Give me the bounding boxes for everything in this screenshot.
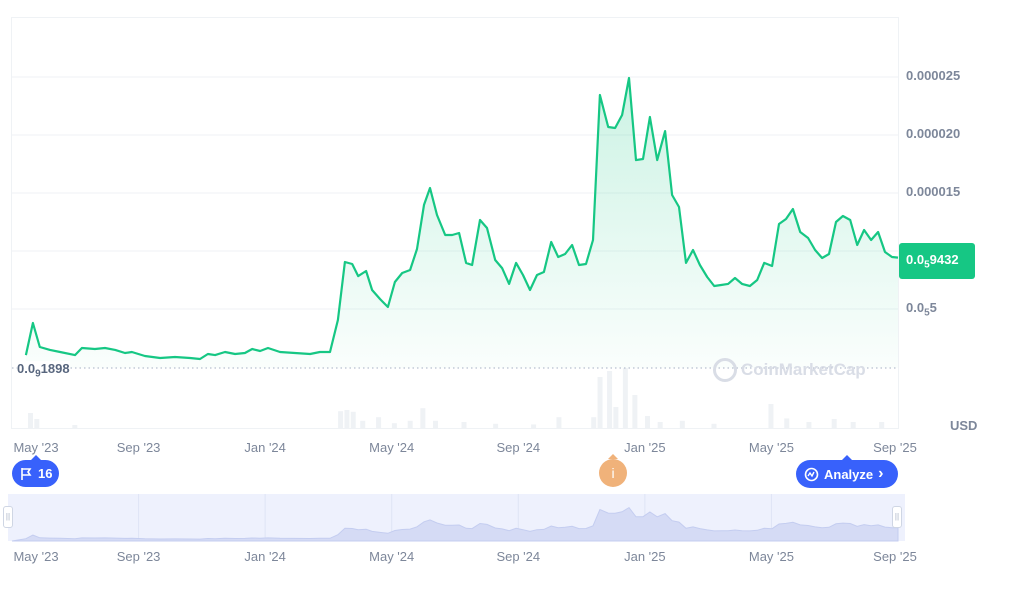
volume-bar [657, 422, 663, 428]
volume-bar [344, 410, 350, 428]
navigator-x-tick-label: Jan '24 [244, 549, 286, 564]
volume-bar [556, 417, 562, 428]
volume-bar [433, 420, 439, 428]
price-area [25, 78, 898, 368]
volume-bar [597, 377, 603, 428]
current-price-tag: 0.059432 [899, 243, 975, 279]
volume-bar [831, 419, 837, 428]
volume-bar [613, 407, 619, 428]
volume-bar [391, 423, 397, 428]
volume-bar [72, 425, 78, 428]
min-price-label: 0.091898 [17, 361, 70, 380]
volume-bar [461, 422, 467, 428]
info-event-marker[interactable]: i [599, 454, 627, 487]
volume-bar [879, 422, 885, 428]
x-tick-label: Sep '24 [496, 440, 541, 455]
x-tick-label: May '23 [13, 440, 59, 455]
analyze-button[interactable]: Analyze › [796, 455, 898, 488]
x-tick-label: Sep '25 [873, 440, 917, 455]
y-tick-label: 0.055 [906, 300, 937, 319]
navigator-x-tick-label: Sep '25 [873, 549, 917, 564]
volume-bar [622, 368, 628, 428]
flag-count: 16 [38, 466, 53, 481]
volume-bar [531, 424, 537, 428]
coinmarketcap-logo-icon [713, 358, 737, 382]
volume-bar [806, 422, 812, 428]
volume-bar [711, 423, 717, 428]
plot-border [11, 17, 899, 429]
navigator-right-handle[interactable]: || [892, 506, 902, 528]
volume-bar [607, 371, 613, 428]
x-tick-label: Sep '23 [116, 440, 161, 455]
volume-bar [420, 408, 426, 428]
navigator-x-tick-label: May '24 [369, 549, 415, 564]
navigator-x-tick-label: Sep '24 [496, 549, 541, 564]
volume-bar [376, 417, 382, 428]
volume-bar [645, 416, 651, 428]
x-tick-label: Jan '25 [624, 440, 666, 455]
volume-bar [493, 423, 499, 428]
volume-bar [784, 418, 790, 428]
volume-bar [407, 420, 413, 428]
volume-bar [338, 411, 344, 428]
volume-bar [360, 420, 366, 428]
navigator-x-tick-label: Jan '25 [624, 549, 666, 564]
x-tick-label: May '25 [748, 440, 794, 455]
watermark: CoinMarketCap [713, 358, 866, 382]
volume-bar [27, 413, 33, 428]
y-tick-label: 0.000015 [906, 184, 961, 199]
volume-bar [34, 419, 40, 428]
chevron-right-icon: › [878, 465, 884, 482]
y-tick-label: 0.000025 [906, 68, 961, 83]
volume-bar [850, 422, 856, 428]
volume-bar [679, 420, 685, 428]
volume-bar [350, 411, 356, 428]
navigator-left-handle[interactable]: || [3, 506, 13, 528]
currency-label: USD [950, 418, 978, 433]
analyze-icon [804, 467, 819, 481]
navigator-x-tick-label: Sep '23 [116, 549, 161, 564]
flag-icon [21, 467, 32, 480]
x-tick-label: May '24 [369, 440, 415, 455]
price-line [24, 76, 899, 361]
events-flag-button[interactable]: 16 [12, 455, 59, 487]
volume-bar [591, 417, 597, 428]
volume-bar [768, 404, 774, 428]
navigator-x-tick-label: May '25 [748, 549, 794, 564]
navigator-area [11, 506, 899, 542]
volume-bar [632, 395, 638, 428]
y-tick-label: 0.000020 [906, 126, 961, 141]
x-tick-label: Jan '24 [244, 440, 286, 455]
navigator-x-tick-label: May '23 [13, 549, 59, 564]
